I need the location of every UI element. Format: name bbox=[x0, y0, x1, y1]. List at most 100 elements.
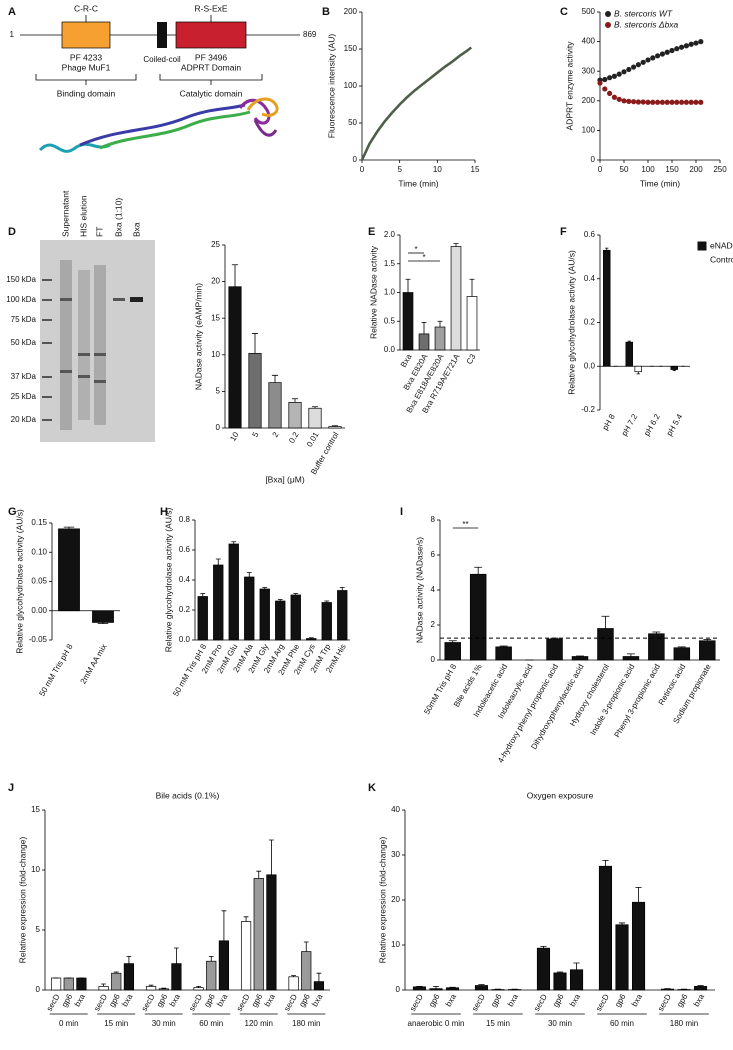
bar-label: gp6 bbox=[202, 992, 217, 1009]
bar-label: secD bbox=[187, 992, 204, 1012]
panel-label: K bbox=[368, 782, 376, 794]
error-bar bbox=[573, 962, 580, 970]
bar bbox=[76, 977, 87, 991]
bar bbox=[402, 292, 414, 351]
error-bar bbox=[635, 887, 642, 903]
region-label: Catalytic domain bbox=[180, 88, 243, 98]
y-tick-label: 0.0 bbox=[384, 345, 396, 354]
bar bbox=[495, 646, 512, 661]
region-label: Binding domain bbox=[57, 88, 116, 98]
point bbox=[631, 64, 637, 70]
bracket bbox=[159, 74, 263, 85]
error-bar bbox=[308, 637, 314, 639]
error-bar bbox=[221, 910, 227, 941]
ladder-label: 100 kDa bbox=[6, 295, 36, 304]
y-tick-label: 0.15 bbox=[31, 518, 47, 527]
bar bbox=[50, 977, 62, 991]
panel-label: I bbox=[400, 506, 403, 518]
y-tick-label: 0.8 bbox=[179, 515, 191, 524]
ladder-label: 50 kDa bbox=[11, 338, 37, 347]
point bbox=[669, 47, 675, 54]
bar bbox=[145, 986, 157, 991]
ladder-label: 150 kDa bbox=[6, 275, 36, 284]
bar bbox=[63, 977, 74, 991]
bar bbox=[450, 246, 462, 351]
lane-label: Supernatant bbox=[60, 190, 70, 237]
chart-title: Bile acids (0.1%) bbox=[156, 790, 220, 800]
point bbox=[616, 96, 622, 102]
panel-label: B bbox=[322, 6, 330, 18]
x-tick-label: 0 bbox=[598, 165, 603, 174]
protein-structure bbox=[38, 97, 279, 153]
y-axis-label: Fluorescence intensity (AU) bbox=[326, 34, 336, 139]
chart-title: Oxygen exposure bbox=[527, 790, 594, 800]
error-bar bbox=[277, 599, 283, 601]
error-bar bbox=[243, 916, 249, 922]
bar bbox=[266, 874, 277, 991]
bar bbox=[193, 987, 204, 991]
error-bar bbox=[291, 398, 299, 403]
y-axis-label: Relative expression (fold-change) bbox=[377, 837, 387, 964]
bar bbox=[259, 588, 270, 641]
error-bar bbox=[246, 572, 252, 577]
point bbox=[659, 99, 666, 105]
x-tick-label: 50 bbox=[620, 165, 629, 174]
point bbox=[679, 44, 685, 50]
bar-label: bxa bbox=[692, 992, 707, 1008]
y-tick-label: 4 bbox=[431, 585, 436, 594]
y-tick-label: 100 bbox=[344, 81, 358, 90]
point bbox=[664, 99, 670, 105]
bar bbox=[58, 528, 80, 612]
bar bbox=[306, 638, 317, 641]
y-tick-label: 0 bbox=[591, 155, 596, 164]
bar bbox=[123, 963, 135, 991]
error-bar bbox=[291, 975, 296, 977]
domain-top: C-R-C bbox=[74, 3, 98, 13]
point bbox=[683, 99, 690, 105]
bar bbox=[253, 878, 264, 991]
error-bar bbox=[474, 566, 483, 575]
error-bar bbox=[697, 985, 704, 987]
legend-swatch bbox=[697, 241, 707, 251]
bar-label: gp6 bbox=[107, 992, 122, 1009]
bar-label: secD bbox=[470, 992, 487, 1012]
point bbox=[650, 55, 656, 61]
panel-label: C bbox=[560, 6, 568, 18]
y-tick-label: 15 bbox=[31, 805, 40, 814]
error-bar bbox=[626, 653, 635, 657]
error-bar bbox=[636, 371, 640, 375]
bar bbox=[699, 640, 716, 661]
bar-label: gp6 bbox=[155, 992, 170, 1009]
y-tick-label: 0.4 bbox=[584, 274, 596, 283]
error-bar bbox=[293, 593, 299, 595]
bar-label: secD bbox=[92, 992, 109, 1012]
bar bbox=[92, 610, 114, 623]
error-bar bbox=[271, 374, 279, 383]
point bbox=[655, 53, 661, 59]
y-tick-label: 0.6 bbox=[179, 545, 191, 554]
y-axis-label: Relative expression (fold-change) bbox=[17, 837, 27, 964]
error-bar bbox=[602, 860, 609, 867]
y-tick-label: 300 bbox=[582, 66, 596, 75]
error-bar bbox=[627, 340, 631, 343]
y-axis-label: Relative glycohydrolase activity (AU/s) bbox=[14, 509, 24, 654]
x-axis-label: [Bxa] (μM) bbox=[265, 474, 305, 484]
error-bar bbox=[453, 243, 459, 247]
y-tick-label: 5 bbox=[216, 387, 221, 396]
bar-label: bxa bbox=[73, 992, 88, 1008]
error-bar bbox=[576, 655, 584, 657]
annotation: * bbox=[414, 245, 417, 254]
point bbox=[645, 57, 651, 63]
error-bar bbox=[448, 640, 457, 643]
seq-start: 1 bbox=[10, 30, 15, 39]
bar-label: bxa bbox=[568, 992, 583, 1008]
bar-label: bxa bbox=[506, 992, 521, 1008]
error-bar bbox=[469, 278, 475, 297]
bar bbox=[228, 543, 239, 641]
bar bbox=[569, 969, 584, 991]
y-tick-label: 15 bbox=[211, 313, 220, 322]
error-bar bbox=[703, 638, 712, 641]
point bbox=[611, 73, 618, 79]
point bbox=[611, 94, 618, 100]
y-tick-label: 0.0 bbox=[179, 635, 191, 644]
